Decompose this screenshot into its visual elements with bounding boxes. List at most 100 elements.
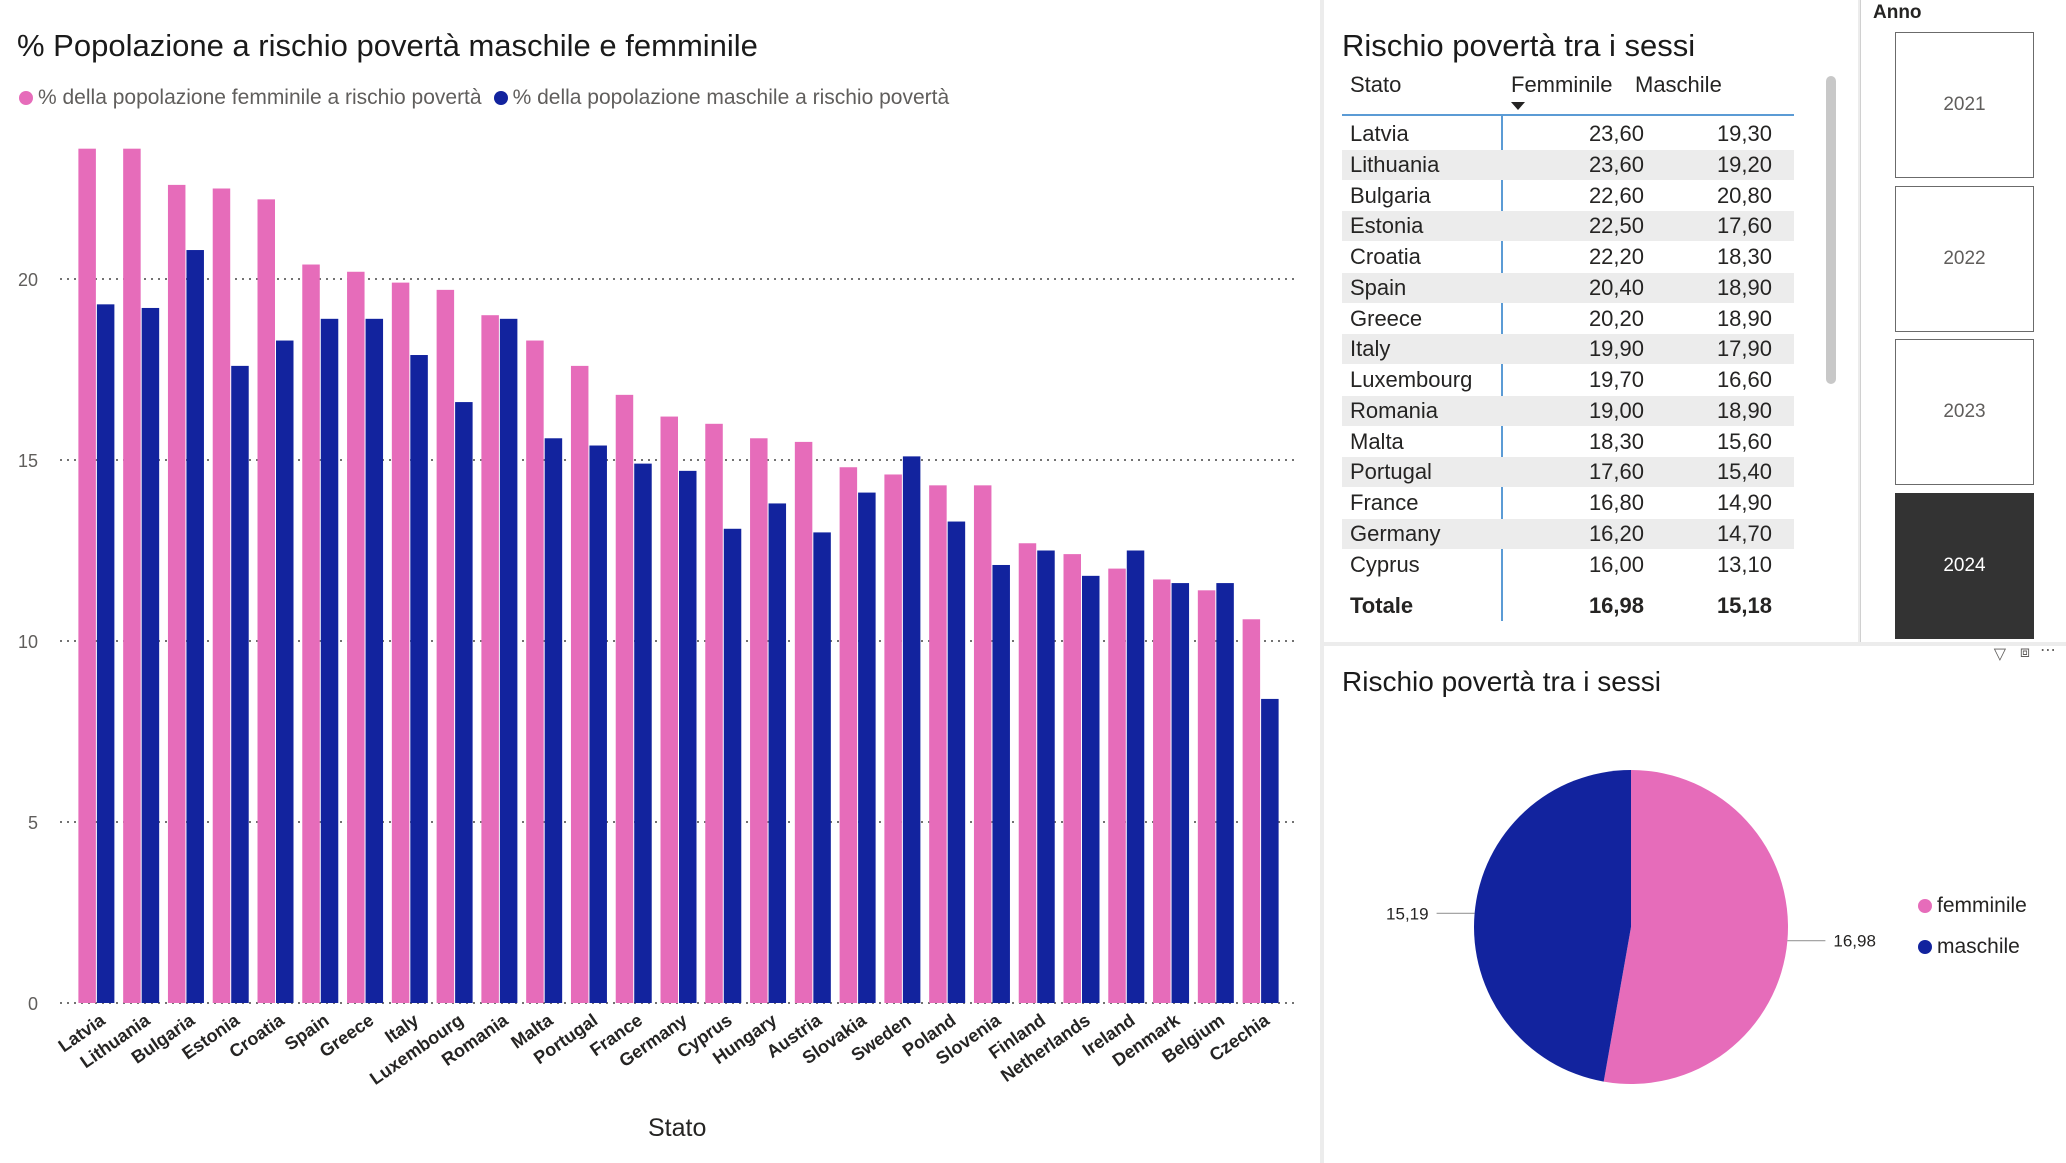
bar-maschile-netherlands[interactable] <box>1082 575 1100 1003</box>
bar-maschile-austria[interactable] <box>813 532 831 1003</box>
column-header-stato[interactable]: Stato <box>1350 72 1402 97</box>
table-row[interactable]: Greece 20,20 18,90 <box>1350 306 1772 331</box>
bar-femminile-croatia[interactable] <box>257 199 276 1004</box>
pie-legend-femminile[interactable]: femminile <box>1918 894 2027 918</box>
bar-femminile-belgium[interactable] <box>1197 590 1216 1003</box>
bar-maschile-belgium[interactable] <box>1216 583 1234 1003</box>
bar-maschile-lithuania[interactable] <box>141 307 160 1004</box>
bar-maschile-poland[interactable] <box>947 521 966 1003</box>
header-underline <box>1342 114 1794 116</box>
bar-femminile-malta[interactable] <box>526 340 544 1003</box>
bar-femminile-hungary[interactable] <box>750 438 768 1003</box>
legend-femminile-label[interactable]: % della popolazione femminile a rischio … <box>38 86 482 109</box>
slicer-option-2024[interactable]: 2024 <box>1895 493 2034 639</box>
table-row[interactable]: France 16,80 14,90 <box>1350 490 1772 515</box>
table-total-row: Totale 16,98 15,18 <box>1342 591 1794 621</box>
bar-maschile-greece[interactable] <box>365 318 384 1003</box>
table-row[interactable]: Germany 16,20 14,70 <box>1342 519 1794 549</box>
bar-femminile-netherlands[interactable] <box>1063 554 1082 1003</box>
pie-legend-maschile[interactable]: maschile <box>1918 935 2020 959</box>
more-options-icon[interactable]: ⋯ <box>2040 642 2056 659</box>
bar-chart-panel[interactable]: % Popolazione a rischio povertà maschile… <box>0 0 1320 1163</box>
bar-femminile-ireland[interactable] <box>1108 568 1126 1003</box>
legend-femminile-marker <box>19 91 33 105</box>
focus-mode-icon[interactable]: ⧈ <box>2019 644 2030 661</box>
bar-femminile-finland[interactable] <box>1018 543 1037 1003</box>
table-row[interactable]: Cyprus 16,00 13,10 <box>1350 552 1772 577</box>
bar-maschile-cyprus[interactable] <box>723 528 742 1003</box>
bar-femminile-bulgaria[interactable] <box>167 184 186 1003</box>
table-panel[interactable]: Rischio povertà tra i sessi Stato Femmin… <box>1324 0 1858 642</box>
slicer-option-2023[interactable]: 2023 <box>1895 339 2034 485</box>
bar-chart-legend: % della popolazione femminile a rischio … <box>19 86 949 110</box>
table-row[interactable]: Estonia 22,50 17,60 <box>1342 211 1794 241</box>
bar-maschile-romania[interactable] <box>499 318 518 1003</box>
y-tick-label: 0 <box>28 994 38 1014</box>
bar-femminile-sweden[interactable] <box>884 474 902 1004</box>
bar-femminile-cyprus[interactable] <box>705 423 723 1003</box>
table-row[interactable]: Lithuania 23,60 19,20 <box>1342 150 1794 180</box>
filter-icon[interactable]: ▽ <box>1993 646 2006 663</box>
bar-maschile-portugal[interactable] <box>589 445 607 1003</box>
bar-maschile-bulgaria[interactable] <box>186 250 204 1004</box>
legend-maschile-marker <box>493 91 508 105</box>
bar-maschile-finland[interactable] <box>1037 550 1055 1004</box>
bar-maschile-france[interactable] <box>634 463 652 1003</box>
slicer-option-2021[interactable]: 2021 <box>1895 32 2034 178</box>
table-row[interactable]: Bulgaria 22,60 20,80 <box>1350 183 1772 208</box>
bar-femminile-greece[interactable] <box>347 271 365 1003</box>
bar-maschile-germany[interactable] <box>679 470 697 1003</box>
bar-femminile-lithuania[interactable] <box>123 148 141 1003</box>
bar-femminile-slovenia[interactable] <box>973 485 992 1004</box>
bar-femminile-poland[interactable] <box>929 485 947 1004</box>
table-row[interactable]: Luxembourg 19,70 16,60 <box>1350 367 1772 392</box>
bar-femminile-slovakia[interactable] <box>839 467 858 1003</box>
bar-maschile-slovakia[interactable] <box>858 492 876 1003</box>
table-row[interactable]: Croatia 22,20 18,30 <box>1350 244 1772 269</box>
table-scrollbar[interactable] <box>1826 76 1836 384</box>
bar-maschile-croatia[interactable] <box>276 340 294 1003</box>
bar-femminile-spain[interactable] <box>302 264 320 1003</box>
pie-slice-maschile[interactable] <box>1474 770 1631 1082</box>
bar-femminile-latvia[interactable] <box>78 148 96 1003</box>
pie-slice-femminile[interactable] <box>1603 770 1788 1084</box>
bar-maschile-luxembourg[interactable] <box>455 402 473 1004</box>
bar-maschile-hungary[interactable] <box>768 503 787 1003</box>
bar-femminile-czechia[interactable] <box>1242 619 1261 1003</box>
bar-femminile-france[interactable] <box>615 394 634 1004</box>
pie-chart-panel[interactable]: ▽ ⧈ ⋯ Rischio povertà tra i sessi 16,98 1… <box>1324 642 2066 1163</box>
table-row[interactable]: Malta 18,30 15,60 <box>1350 429 1772 454</box>
year-slicer-panel: Anno 2021 2022 2023 2024 <box>1860 0 2066 642</box>
bar-femminile-austria[interactable] <box>794 441 813 1003</box>
table-row[interactable]: Portugal 17,60 15,40 <box>1342 457 1794 487</box>
bar-femminile-luxembourg[interactable] <box>436 289 455 1003</box>
bar-maschile-slovenia[interactable] <box>992 564 1010 1003</box>
slicer-title: Anno <box>1873 2 1922 23</box>
bar-maschile-czechia[interactable] <box>1261 698 1279 1003</box>
bar-femminile-romania[interactable] <box>481 315 499 1003</box>
table-row[interactable]: Spain 20,40 18,90 <box>1342 273 1794 303</box>
bar-femminile-italy[interactable] <box>391 282 410 1003</box>
column-header-femminile[interactable]: Femminile <box>1511 72 1613 97</box>
slicer-option-2022[interactable]: 2022 <box>1895 186 2034 332</box>
pie-legend-maschile-label: maschile <box>1937 935 2020 958</box>
bar-maschile-spain[interactable] <box>320 318 339 1003</box>
table-row[interactable]: Italy 19,90 17,90 <box>1342 334 1794 364</box>
table-row[interactable]: Romania 19,00 18,90 <box>1342 396 1794 426</box>
bar-maschile-sweden[interactable] <box>902 456 921 1003</box>
bar-maschile-ireland[interactable] <box>1126 550 1145 1004</box>
bar-chart-plot: 05101520LatviaLithuaniaBulgariaEstoniaCr… <box>18 148 1297 1089</box>
bar-maschile-denmark[interactable] <box>1171 583 1190 1003</box>
bar-femminile-germany[interactable] <box>660 416 679 1003</box>
bar-maschile-estonia[interactable] <box>231 365 249 1003</box>
bar-femminile-denmark[interactable] <box>1153 579 1171 1003</box>
column-header-maschile[interactable]: Maschile <box>1635 72 1722 97</box>
table-title: Rischio povertà tra i sessi <box>1342 28 1696 63</box>
bar-femminile-portugal[interactable] <box>570 365 589 1003</box>
bar-maschile-italy[interactable] <box>410 355 428 1003</box>
bar-maschile-malta[interactable] <box>544 438 563 1003</box>
legend-maschile-label[interactable]: % della popolazione maschile a rischio p… <box>512 86 950 109</box>
bar-femminile-estonia[interactable] <box>212 188 231 1004</box>
bar-maschile-latvia[interactable] <box>96 304 115 1004</box>
table-row[interactable]: Latvia 23,60 19,30 <box>1350 121 1772 146</box>
